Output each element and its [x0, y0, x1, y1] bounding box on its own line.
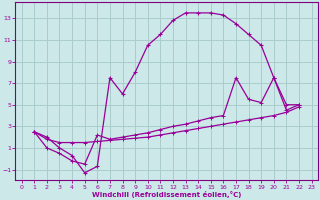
X-axis label: Windchill (Refroidissement éolien,°C): Windchill (Refroidissement éolien,°C) [92, 191, 241, 198]
